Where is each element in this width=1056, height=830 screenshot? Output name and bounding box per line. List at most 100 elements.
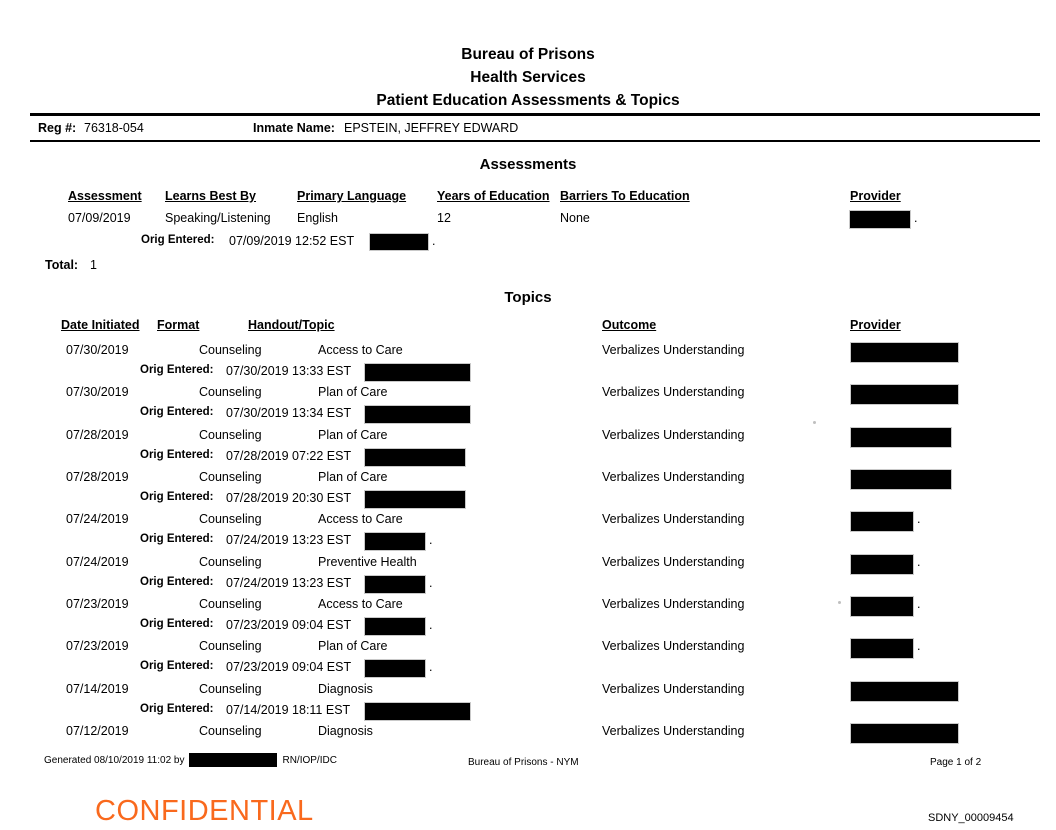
redaction-box-provider	[851, 428, 951, 447]
assessment-learns: Speaking/Listening	[165, 211, 271, 225]
topic-handout: Access to Care	[318, 343, 403, 357]
topic-row: 07/14/2019 Counseling Diagnosis Verbaliz…	[0, 682, 1056, 703]
redaction-box-provider	[851, 343, 958, 362]
assessments-header-row: Assessment Learns Best By Primary Langua…	[0, 189, 1056, 210]
topic-date: 07/23/2019	[66, 639, 129, 653]
redaction-box-orig	[365, 533, 425, 550]
orig-entered-label: Orig Entered:	[140, 703, 214, 715]
footer-facility: Bureau of Prisons - NYM	[468, 757, 579, 768]
col-provider: Provider	[850, 189, 901, 203]
orig-entered-value: 07/28/2019 20:30 EST	[226, 491, 352, 505]
orig-entered-value: 07/30/2019 13:34 EST	[226, 406, 352, 420]
topic-date: 07/30/2019	[66, 385, 129, 399]
topic-orig-row: Orig Entered: 07/28/2019 07:22 EST	[0, 449, 1056, 470]
redaction-box-provider	[851, 385, 958, 404]
topic-date: 07/28/2019	[66, 470, 129, 484]
topic-date: 07/30/2019	[66, 343, 129, 357]
col-format: Format	[157, 318, 200, 332]
topics-section-title: Topics	[504, 289, 552, 306]
orig-entered-label: Orig Entered:	[140, 449, 214, 461]
orig-entered-label: Orig Entered:	[140, 406, 214, 418]
topic-date: 07/24/2019	[66, 512, 129, 526]
redaction-box-generated-by	[189, 753, 278, 767]
topic-handout: Access to Care	[318, 597, 403, 611]
redaction-box-orig	[365, 406, 470, 423]
topic-format: Counseling	[199, 682, 262, 696]
topic-orig-row: Orig Entered: 07/23/2019 09:04 EST .	[0, 618, 1056, 639]
redaction-box-orig	[365, 703, 470, 720]
orig-entered-label: Orig Entered:	[141, 234, 215, 246]
topic-outcome: Verbalizes Understanding	[602, 724, 745, 738]
redaction-box-provider	[851, 682, 958, 701]
topic-outcome: Verbalizes Understanding	[602, 682, 745, 696]
topic-orig-row: Orig Entered: 07/14/2019 18:11 EST	[0, 703, 1056, 724]
orig-suffix: .	[429, 660, 433, 674]
topic-row: 07/30/2019 Counseling Access to Care Ver…	[0, 343, 1056, 364]
col-learns-best-by: Learns Best By	[165, 189, 257, 203]
orig-suffix: .	[432, 234, 436, 248]
topic-outcome: Verbalizes Understanding	[602, 512, 745, 526]
topic-row: 07/28/2019 Counseling Plan of Care Verba…	[0, 428, 1056, 449]
inmate-name-value: EPSTEIN, JEFFREY EDWARD	[344, 121, 519, 135]
redaction-box-orig	[365, 364, 470, 381]
topic-row: 07/24/2019 Counseling Preventive Health …	[0, 555, 1056, 576]
col-date-initiated: Date Initiated	[61, 318, 140, 332]
orig-entered-label: Orig Entered:	[140, 618, 214, 630]
topic-outcome: Verbalizes Understanding	[602, 639, 745, 653]
topic-format: Counseling	[199, 597, 262, 611]
col-provider: Provider	[850, 318, 901, 332]
topic-format: Counseling	[199, 428, 262, 442]
orig-entered-label: Orig Entered:	[140, 576, 214, 588]
topic-orig-row: Orig Entered: 07/24/2019 13:23 EST .	[0, 533, 1056, 554]
topic-orig-row: Orig Entered: 07/23/2019 09:04 EST .	[0, 660, 1056, 681]
topic-date: 07/28/2019	[66, 428, 129, 442]
divider-bottom	[30, 140, 1040, 142]
inmate-name-label: Inmate Name:	[253, 121, 335, 135]
topic-outcome: Verbalizes Understanding	[602, 343, 745, 357]
topic-handout: Plan of Care	[318, 428, 388, 442]
assessments-section-title: Assessments	[479, 156, 577, 173]
orig-entered-label: Orig Entered:	[140, 364, 214, 376]
topic-row: 07/23/2019 Counseling Plan of Care Verba…	[0, 639, 1056, 660]
col-barriers: Barriers To Education	[560, 189, 690, 203]
col-outcome: Outcome	[602, 318, 657, 332]
topic-date: 07/24/2019	[66, 555, 129, 569]
col-handout-topic: Handout/Topic	[248, 318, 335, 332]
topic-handout: Plan of Care	[318, 385, 388, 399]
doc-title-line3: Patient Education Assessments & Topics	[376, 92, 680, 109]
topic-format: Counseling	[199, 385, 262, 399]
redaction-box-provider	[851, 597, 913, 616]
col-years-of-education: Years of Education	[437, 189, 550, 203]
topic-row: 07/28/2019 Counseling Plan of Care Verba…	[0, 470, 1056, 491]
generated-text: Generated 08/10/2019 11:02 by	[44, 754, 185, 766]
topic-handout: Plan of Care	[318, 470, 388, 484]
provider-suffix: .	[917, 597, 921, 611]
topic-outcome: Verbalizes Understanding	[602, 428, 745, 442]
topic-outcome: Verbalizes Understanding	[602, 597, 745, 611]
doc-title-line2: Health Services	[470, 69, 586, 86]
topic-orig-row: Orig Entered: 07/28/2019 20:30 EST	[0, 491, 1056, 512]
topic-handout: Diagnosis	[318, 682, 373, 696]
topic-row: 07/12/2019 Counseling Diagnosis Verbaliz…	[0, 724, 1056, 745]
assessment-barriers: None	[560, 211, 590, 225]
topic-handout: Diagnosis	[318, 724, 373, 738]
topic-format: Counseling	[199, 639, 262, 653]
topic-orig-row: Orig Entered: 07/30/2019 13:33 EST	[0, 364, 1056, 385]
orig-entered-label: Orig Entered:	[140, 660, 214, 672]
orig-entered-value: 07/23/2019 09:04 EST	[226, 660, 352, 674]
topic-handout: Access to Care	[318, 512, 403, 526]
orig-entered-value: 07/28/2019 07:22 EST	[226, 449, 352, 463]
orig-entered-label: Orig Entered:	[140, 491, 214, 503]
assessment-language: English	[297, 211, 338, 225]
provider-suffix: .	[917, 639, 921, 653]
orig-entered-value: 07/14/2019 18:11 EST	[226, 703, 351, 717]
topic-outcome: Verbalizes Understanding	[602, 470, 745, 484]
redaction-box-provider	[850, 211, 910, 228]
topic-format: Counseling	[199, 724, 262, 738]
orig-entered-value: 07/09/2019 12:52 EST	[229, 234, 355, 248]
topic-date: 07/23/2019	[66, 597, 129, 611]
total-value: 1	[90, 258, 97, 272]
topic-outcome: Verbalizes Understanding	[602, 555, 745, 569]
redaction-box-orig	[365, 449, 465, 466]
